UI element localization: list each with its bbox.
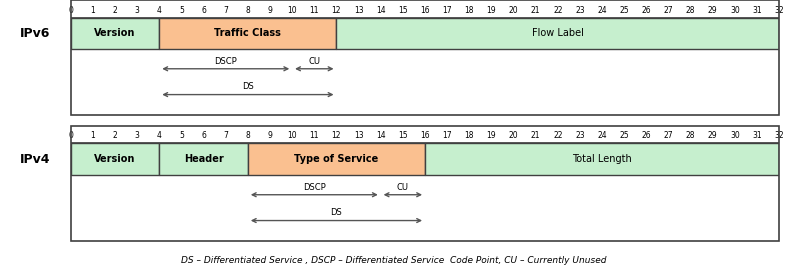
Text: 0: 0 <box>68 132 73 140</box>
Text: Flow Label: Flow Label <box>532 28 584 38</box>
Text: 31: 31 <box>752 6 762 14</box>
Text: 17: 17 <box>442 132 452 140</box>
Text: 9: 9 <box>268 6 272 14</box>
Text: 22: 22 <box>553 132 563 140</box>
Text: 18: 18 <box>464 132 474 140</box>
FancyBboxPatch shape <box>71 143 159 175</box>
Text: 3: 3 <box>135 6 139 14</box>
Text: 24: 24 <box>597 132 607 140</box>
Text: 12: 12 <box>331 132 342 140</box>
Text: 23: 23 <box>575 6 585 14</box>
Text: 13: 13 <box>354 6 364 14</box>
Text: 21: 21 <box>531 6 541 14</box>
Text: 30: 30 <box>730 6 740 14</box>
Text: 15: 15 <box>398 6 408 14</box>
Text: 4: 4 <box>157 6 162 14</box>
Text: 2: 2 <box>113 132 117 140</box>
Text: 20: 20 <box>508 6 519 14</box>
Text: 32: 32 <box>774 132 784 140</box>
Text: 27: 27 <box>663 132 673 140</box>
Text: 7: 7 <box>224 6 228 14</box>
Text: 14: 14 <box>376 6 386 14</box>
Text: Traffic Class: Traffic Class <box>215 28 281 38</box>
FancyBboxPatch shape <box>71 17 159 49</box>
Text: DS: DS <box>331 208 342 217</box>
Text: 8: 8 <box>246 6 250 14</box>
Text: 3: 3 <box>135 132 139 140</box>
FancyBboxPatch shape <box>336 17 779 49</box>
Text: Version: Version <box>94 28 136 38</box>
Text: 14: 14 <box>376 132 386 140</box>
Text: 6: 6 <box>201 6 206 14</box>
Text: 9: 9 <box>268 132 272 140</box>
Text: 32: 32 <box>774 6 784 14</box>
Text: 31: 31 <box>752 132 762 140</box>
Text: 5: 5 <box>179 132 184 140</box>
Text: 11: 11 <box>309 6 319 14</box>
Text: 12: 12 <box>331 6 342 14</box>
Text: DS: DS <box>242 82 253 91</box>
Text: 21: 21 <box>531 132 541 140</box>
Text: 23: 23 <box>575 132 585 140</box>
Text: 7: 7 <box>224 132 228 140</box>
FancyBboxPatch shape <box>71 143 779 175</box>
Text: 18: 18 <box>464 6 474 14</box>
FancyBboxPatch shape <box>71 17 779 49</box>
Text: Header: Header <box>183 154 224 164</box>
Text: CU: CU <box>309 57 320 66</box>
FancyBboxPatch shape <box>159 143 248 175</box>
Text: 19: 19 <box>486 132 496 140</box>
FancyBboxPatch shape <box>159 17 336 49</box>
Text: 28: 28 <box>685 132 696 140</box>
Text: DSCP: DSCP <box>303 183 326 192</box>
Text: 4: 4 <box>157 132 162 140</box>
Text: 29: 29 <box>708 6 718 14</box>
Text: IPv6: IPv6 <box>20 27 50 40</box>
Text: Type of Service: Type of Service <box>294 154 379 164</box>
Text: 10: 10 <box>287 132 297 140</box>
Text: 0: 0 <box>68 6 73 14</box>
Text: DSCP: DSCP <box>214 57 237 66</box>
Text: 6: 6 <box>201 132 206 140</box>
Text: 27: 27 <box>663 6 673 14</box>
Text: 16: 16 <box>420 132 430 140</box>
Text: 15: 15 <box>398 132 408 140</box>
Text: 5: 5 <box>179 6 184 14</box>
Text: 1: 1 <box>91 6 95 14</box>
Text: 25: 25 <box>619 6 629 14</box>
Text: CU: CU <box>397 183 408 192</box>
Text: IPv4: IPv4 <box>20 153 50 166</box>
Text: 28: 28 <box>685 6 696 14</box>
Text: 10: 10 <box>287 6 297 14</box>
Text: 1: 1 <box>91 132 95 140</box>
Text: 29: 29 <box>708 132 718 140</box>
Text: 16: 16 <box>420 6 430 14</box>
Text: 17: 17 <box>442 6 452 14</box>
Text: Version: Version <box>94 154 136 164</box>
Text: 25: 25 <box>619 132 629 140</box>
Text: 24: 24 <box>597 6 607 14</box>
Text: Total Length: Total Length <box>572 154 632 164</box>
Text: 19: 19 <box>486 6 496 14</box>
Text: 26: 26 <box>641 132 651 140</box>
Text: 22: 22 <box>553 6 563 14</box>
Text: 30: 30 <box>730 132 740 140</box>
Text: 26: 26 <box>641 6 651 14</box>
Text: 13: 13 <box>354 132 364 140</box>
FancyBboxPatch shape <box>425 143 779 175</box>
FancyBboxPatch shape <box>248 143 425 175</box>
Text: 20: 20 <box>508 132 519 140</box>
Text: 11: 11 <box>309 132 319 140</box>
Text: 8: 8 <box>246 132 250 140</box>
Text: 2: 2 <box>113 6 117 14</box>
Text: DS – Differentiated Service , DSCP – Differentiated Service  Code Point, CU – Cu: DS – Differentiated Service , DSCP – Dif… <box>181 256 606 265</box>
